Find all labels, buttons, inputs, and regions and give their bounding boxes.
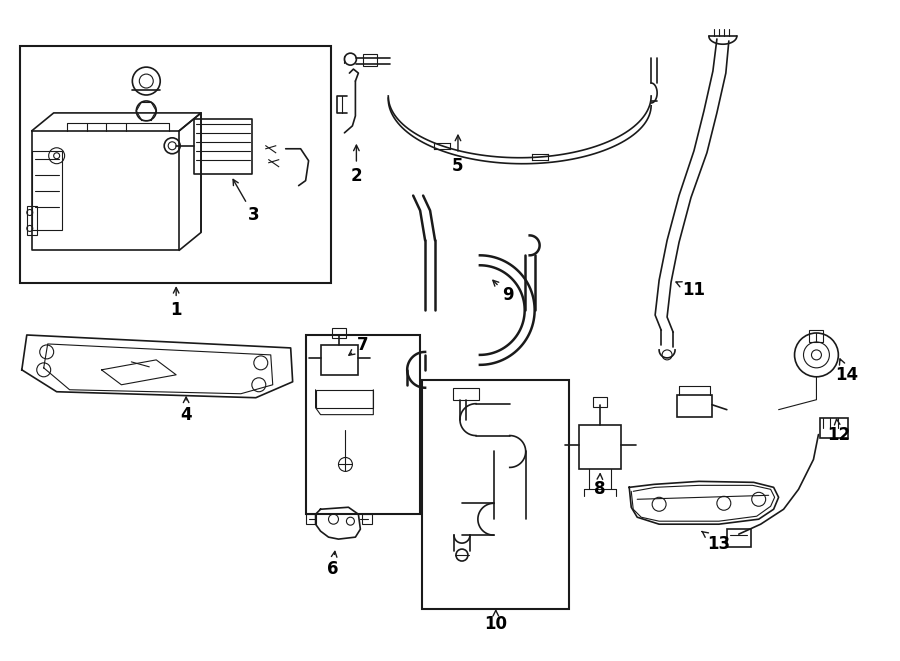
Text: 9: 9 xyxy=(493,280,514,304)
Bar xyxy=(32,151,61,231)
Bar xyxy=(422,380,570,609)
Bar xyxy=(364,54,377,66)
Bar xyxy=(727,529,751,547)
Bar xyxy=(320,345,358,375)
Bar xyxy=(316,390,374,408)
Text: 7: 7 xyxy=(349,336,368,355)
Bar xyxy=(809,330,824,342)
Text: 11: 11 xyxy=(676,281,706,299)
Bar xyxy=(677,395,712,416)
Bar xyxy=(20,46,330,283)
Text: 3: 3 xyxy=(233,179,259,225)
Bar xyxy=(593,397,608,407)
Bar xyxy=(821,418,849,438)
Bar xyxy=(580,424,621,469)
Text: 14: 14 xyxy=(835,359,858,384)
Text: 13: 13 xyxy=(702,531,731,553)
Text: 2: 2 xyxy=(351,145,362,184)
Bar xyxy=(27,206,37,235)
Text: 1: 1 xyxy=(170,288,182,319)
Bar xyxy=(306,335,420,514)
Bar xyxy=(363,514,373,524)
Text: 10: 10 xyxy=(484,609,508,633)
Text: 5: 5 xyxy=(452,136,464,175)
Text: 4: 4 xyxy=(180,397,192,424)
Text: 8: 8 xyxy=(594,474,605,498)
Text: 6: 6 xyxy=(327,551,338,578)
Text: 12: 12 xyxy=(827,419,850,444)
Bar xyxy=(306,514,316,524)
Bar xyxy=(332,328,347,338)
Bar xyxy=(453,388,479,400)
